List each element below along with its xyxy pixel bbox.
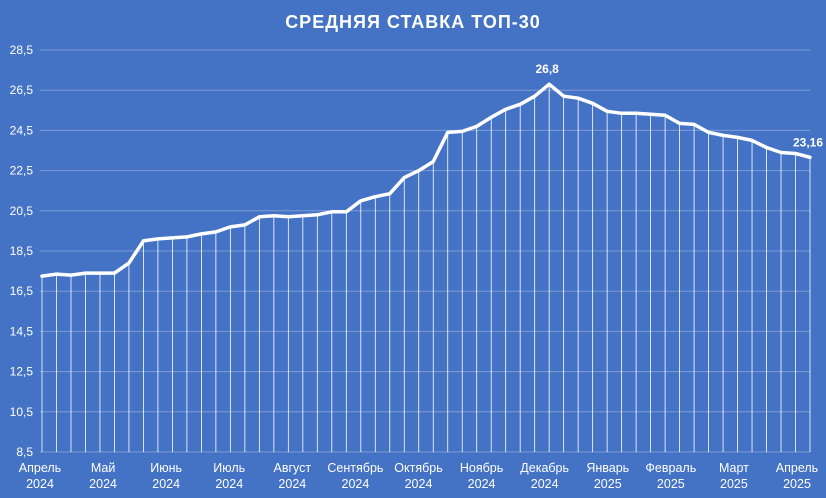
x-tick-label-month: Август	[274, 461, 312, 475]
x-tick-label-year: 2024	[531, 477, 559, 491]
y-tick-label: 28,5	[10, 43, 34, 57]
x-tick-label-month: Ноябрь	[460, 461, 503, 475]
data-label: 26,8	[535, 62, 559, 76]
y-tick-label: 10,5	[10, 405, 34, 419]
x-tick-label-year: 2024	[215, 477, 243, 491]
data-label: 23,16	[793, 135, 823, 149]
y-tick-label: 16,5	[10, 284, 34, 298]
x-tick-label-month: Октябрь	[394, 461, 442, 475]
x-tick-label-month: Декабрь	[520, 461, 569, 475]
y-tick-label: 26,5	[10, 83, 34, 97]
x-tick-label-year: 2025	[783, 477, 811, 491]
x-tick-label-month: Февраль	[645, 461, 696, 475]
x-tick-label-year: 2025	[657, 477, 685, 491]
x-tick-label-year: 2024	[152, 477, 180, 491]
y-tick-label: 24,5	[10, 123, 34, 137]
x-tick-label-month: Март	[719, 461, 749, 475]
x-tick-label-month: Май	[91, 461, 116, 475]
x-tick-label-month: Апрель	[776, 461, 818, 475]
x-tick-label-month: Январь	[586, 461, 629, 475]
y-tick-label: 22,5	[10, 164, 34, 178]
y-tick-label: 12,5	[10, 365, 34, 379]
y-tick-label: 14,5	[10, 324, 34, 338]
x-tick-label-year: 2025	[720, 477, 748, 491]
x-tick-label-year: 2024	[26, 477, 54, 491]
x-tick-label-month: Апрель	[19, 461, 61, 475]
y-tick-label: 20,5	[10, 204, 34, 218]
x-tick-label-year: 2024	[468, 477, 496, 491]
x-tick-label-year: 2024	[278, 477, 306, 491]
x-tick-label-year: 2024	[89, 477, 117, 491]
x-tick-label-year: 2024	[342, 477, 370, 491]
series-line	[40, 82, 812, 278]
y-tick-label: 8,5	[16, 445, 33, 459]
x-tick-label-year: 2025	[594, 477, 622, 491]
y-tick-label: 18,5	[10, 244, 34, 258]
x-tick-label-month: Сентябрь	[327, 461, 383, 475]
x-tick-label-year: 2024	[405, 477, 433, 491]
chart-title: СРЕДНЯЯ СТАВКА ТОП-30	[285, 12, 541, 32]
x-tick-label-month: Июль	[213, 461, 245, 475]
x-tick-label-month: Июнь	[150, 461, 182, 475]
